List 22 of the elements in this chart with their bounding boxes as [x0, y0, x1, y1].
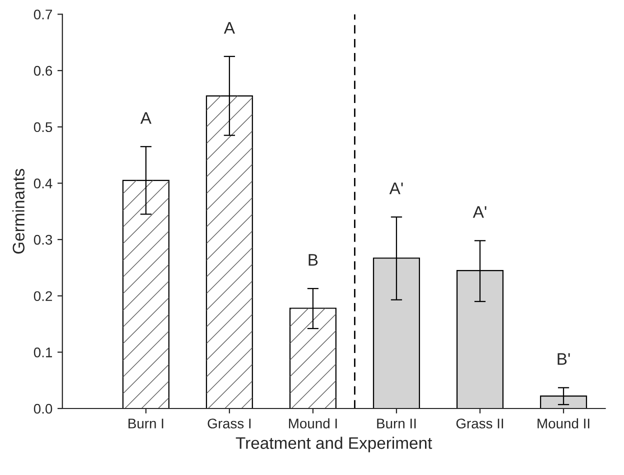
y-tick-label: 0.0	[34, 404, 52, 414]
annotation: B'	[558, 353, 570, 365]
x-tick-label: Mound I	[289, 418, 337, 428]
y-axis-title: Germinants	[12, 168, 25, 254]
x-tick-label: Burn II	[377, 418, 416, 428]
annotation: A	[140, 112, 152, 124]
x-tick-label: Grass I	[208, 418, 251, 428]
y-tick-label: 0.4	[34, 178, 52, 188]
y-tick-label: 0.3	[34, 234, 52, 245]
y-tick-label: 0.7	[34, 10, 52, 20]
x-tick-label: Mound II	[538, 418, 590, 428]
annotation: B	[308, 254, 318, 266]
x-tick-label: Burn I	[128, 418, 164, 428]
y-tick-label: 0.6	[34, 66, 52, 76]
annotation: A'	[389, 182, 403, 194]
y-tick-label: 0.1	[34, 348, 52, 358]
x-axis-title: Treatment and Experiment	[236, 436, 432, 452]
y-tick-label: 0.2	[34, 291, 52, 302]
annotation: A	[224, 22, 235, 34]
annotation: A'	[472, 206, 486, 218]
y-tick-label: 0.5	[34, 122, 52, 132]
x-tick-label: Grass II	[456, 418, 504, 428]
